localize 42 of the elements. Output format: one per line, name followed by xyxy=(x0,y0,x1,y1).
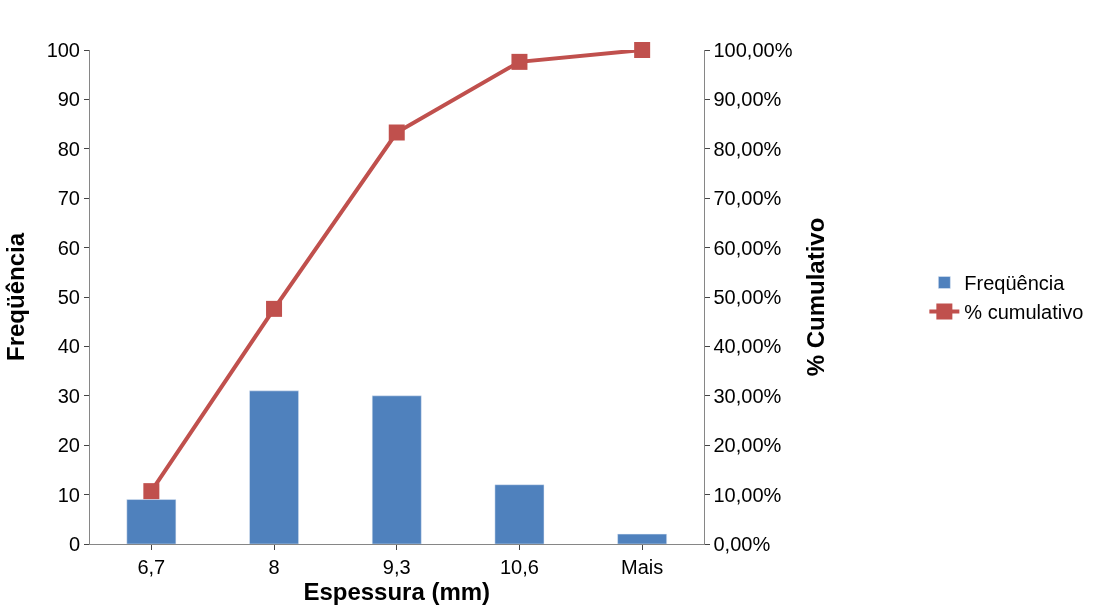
y-tick-label: 60 xyxy=(57,236,80,259)
point xyxy=(511,53,528,70)
y-tick-label: 100 xyxy=(46,39,80,61)
point xyxy=(143,483,160,500)
y2-tick-label: 50,00% xyxy=(713,286,782,308)
bar xyxy=(249,390,299,544)
x-tick-label: Mais xyxy=(621,556,664,578)
y-tick-label: 90 xyxy=(57,88,80,111)
legend-label: Freqüência xyxy=(964,272,1066,295)
y2-tick-label: 40,00% xyxy=(713,335,782,358)
point xyxy=(634,42,651,58)
y-tick-label: 0 xyxy=(68,533,80,555)
y-tick-label: 10 xyxy=(57,483,80,506)
y2-tick-label: 60,00% xyxy=(713,236,782,259)
x-tick-label: 10,6 xyxy=(499,556,539,578)
x-tick-label: 9,3 xyxy=(382,556,411,578)
y2-tick-label: 10,00% xyxy=(713,483,782,506)
y2-tick-label: 70,00% xyxy=(713,187,782,210)
x-tick-label: 8 xyxy=(268,556,280,578)
y2-tick-label: 90,00% xyxy=(713,88,782,111)
y2-axis-title: % Cumulativo xyxy=(801,217,829,377)
y-tick-label: 80 xyxy=(57,137,80,160)
y-tick-label: 50 xyxy=(57,286,80,308)
bar xyxy=(126,499,177,544)
y-axis-title: Freqüência xyxy=(1,232,29,362)
bar xyxy=(371,395,422,544)
y2-tick-label: 20,00% xyxy=(713,434,782,457)
bar xyxy=(494,484,545,544)
y-tick-label: 20 xyxy=(57,434,80,457)
y2-tick-label: 100,00% xyxy=(713,39,793,61)
point xyxy=(266,300,283,317)
y2-tick-label: 80,00% xyxy=(713,137,782,160)
y-tick-label: 30 xyxy=(57,384,80,407)
y2-tick-label: 30,00% xyxy=(713,384,782,407)
legend-label: % cumulativo xyxy=(964,301,1084,324)
x-axis-title: Espessura (mm) xyxy=(303,578,491,605)
y2-tick-label: 0,00% xyxy=(713,533,771,555)
point xyxy=(388,124,405,141)
bar xyxy=(617,533,667,544)
y-tick-label: 40 xyxy=(57,335,80,358)
x-tick-label: 6,7 xyxy=(137,556,166,578)
y-tick-label: 70 xyxy=(57,187,80,210)
